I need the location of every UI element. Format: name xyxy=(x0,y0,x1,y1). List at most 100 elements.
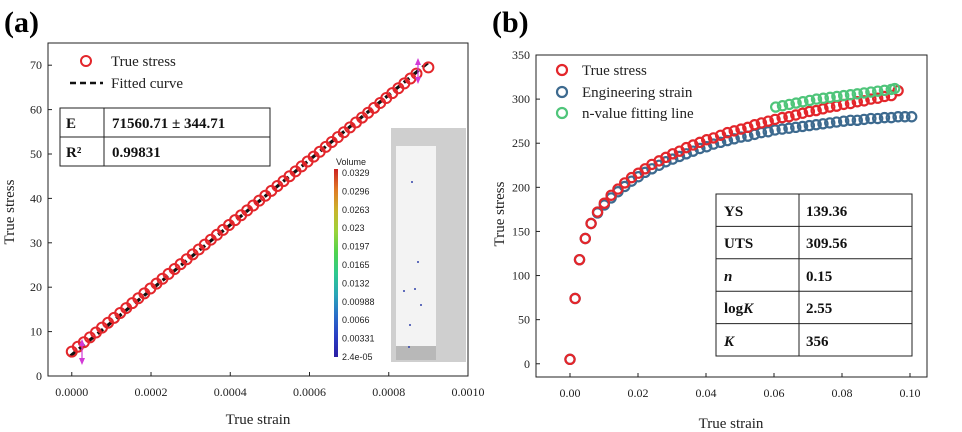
true-stress-point xyxy=(790,109,802,121)
legend-marker-true-stress xyxy=(555,63,569,77)
legend-label-true-stress: True stress xyxy=(111,54,176,70)
panel-b-legend: True stress Engineering strain n-value f… xyxy=(555,63,694,122)
true-stress-point xyxy=(579,232,592,245)
true-stress-point xyxy=(700,133,713,146)
x-tick-label: 0.08 xyxy=(832,386,853,400)
y-tick-label: 250 xyxy=(512,136,530,150)
y-tick-label: 10 xyxy=(30,325,42,339)
panel-a-y-axis: 0 10 20 30 40 50 60 70 xyxy=(30,58,52,383)
engineering-strain-point xyxy=(673,150,686,163)
table-value-r2: 0.99831 xyxy=(112,145,161,161)
colorbar-label: 0.0132 xyxy=(342,278,370,288)
colorbar-gradient xyxy=(334,169,338,357)
colorbar-label: 0.0263 xyxy=(342,205,370,215)
colorbar-label: 0.0197 xyxy=(342,242,370,252)
engineering-strain-point xyxy=(844,114,857,126)
panel-a-plot-frame xyxy=(47,42,469,377)
table-value-n: 0.15 xyxy=(806,269,832,285)
true-stress-point xyxy=(605,189,617,201)
x-tick-label: 0.02 xyxy=(628,386,649,400)
y-tick-label: 60 xyxy=(30,103,42,117)
engineering-strain-point xyxy=(776,123,788,135)
legend-marker-true-stress xyxy=(80,55,92,67)
y-tick-label: 350 xyxy=(512,48,530,62)
panel-b-label: (b) xyxy=(492,6,529,39)
panel-b-y-axis: 0 50 100 150 200 250 300 350 xyxy=(512,48,540,371)
table-key-n: n xyxy=(724,269,732,285)
true-stress-point xyxy=(564,353,576,366)
x-tick-label: 0.10 xyxy=(900,386,921,400)
true-stress-point xyxy=(585,217,597,230)
colorbar-label: 0.0066 xyxy=(342,315,370,325)
table-key-k: K xyxy=(723,334,735,350)
n-value-fitting-point xyxy=(858,87,870,99)
table-frame xyxy=(715,193,913,357)
engineering-strain-point xyxy=(762,126,774,138)
specimen-body xyxy=(396,146,436,346)
engineering-strain-point xyxy=(796,120,809,133)
y-tick-label: 50 xyxy=(518,313,530,327)
engineering-strain-point xyxy=(851,114,864,126)
true-stress-point xyxy=(851,96,864,108)
true-stress-point xyxy=(755,117,768,129)
true-stress-point xyxy=(598,197,611,209)
void-dot xyxy=(414,288,416,290)
y-tick-label: 0 xyxy=(36,369,42,383)
colorbar-label: 0.00331 xyxy=(342,334,375,344)
engineering-strain-point xyxy=(735,131,747,143)
panel-b-true-stress-points xyxy=(564,84,904,366)
n-value-fitting-point xyxy=(831,90,843,103)
true-stress-point xyxy=(573,253,586,266)
n-value-fitting-point xyxy=(810,93,823,105)
true-stress-point xyxy=(817,103,829,115)
table-key-ys: YS xyxy=(724,204,743,220)
table-value-k: 356 xyxy=(806,334,829,350)
panel-b-plot-frame xyxy=(535,54,928,378)
x-tick-label: 0.0002 xyxy=(135,385,168,399)
true-stress-point xyxy=(872,92,884,104)
x-tick-label: 0.06 xyxy=(764,386,785,400)
panel-b-y-axis-title: True stress xyxy=(492,181,508,246)
engineering-strain-point xyxy=(666,153,679,165)
x-tick-label: 0.04 xyxy=(696,386,717,400)
legend-label-n-value: n-value fitting line xyxy=(582,106,694,122)
colorbar-label: 0.00988 xyxy=(342,297,375,307)
engineering-strain-point xyxy=(824,117,836,129)
legend-label-true-stress: True stress xyxy=(582,63,647,79)
true-stress-point xyxy=(612,183,624,195)
true-stress-point xyxy=(858,95,870,107)
true-stress-point xyxy=(591,206,604,218)
colorbar-label: 0.0296 xyxy=(342,186,370,196)
true-stress-point xyxy=(810,104,822,117)
y-tick-label: 0 xyxy=(524,357,530,371)
void-dot xyxy=(403,290,405,292)
true-stress-point xyxy=(680,141,692,154)
y-tick-label: 70 xyxy=(30,58,42,72)
n-value-fitting-point xyxy=(790,97,802,109)
engineering-strain-point xyxy=(817,118,829,130)
panel-a-fit-table: E 71560.71 ± 344.71 R² 0.99831 xyxy=(59,107,271,167)
legend-marker-n-value xyxy=(555,106,569,120)
engineering-strain-point xyxy=(830,116,843,128)
engineering-strain-point xyxy=(790,121,802,134)
engineering-strain-point xyxy=(899,111,911,123)
true-stress-point xyxy=(748,118,761,131)
true-stress-point xyxy=(878,90,891,103)
n-value-fitting-point xyxy=(797,96,809,108)
engineering-strain-point xyxy=(838,115,850,127)
x-tick-label: 0.0006 xyxy=(293,385,326,399)
engineering-strain-point xyxy=(728,133,740,145)
true-stress-point xyxy=(714,129,727,141)
specimen-grip xyxy=(396,346,436,360)
n-value-fitting-point xyxy=(776,100,789,112)
engineering-strain-point xyxy=(885,111,898,124)
x-tick-label: 0.0004 xyxy=(214,385,247,399)
true-stress-point xyxy=(735,123,747,135)
n-value-fitting-point xyxy=(872,85,884,97)
end-arrow-icon xyxy=(415,58,421,84)
n-value-fitting-point xyxy=(889,82,901,95)
true-stress-point xyxy=(776,111,788,124)
true-stress-point xyxy=(619,177,631,189)
legend-label-fitted-curve: Fitted curve xyxy=(111,76,183,92)
